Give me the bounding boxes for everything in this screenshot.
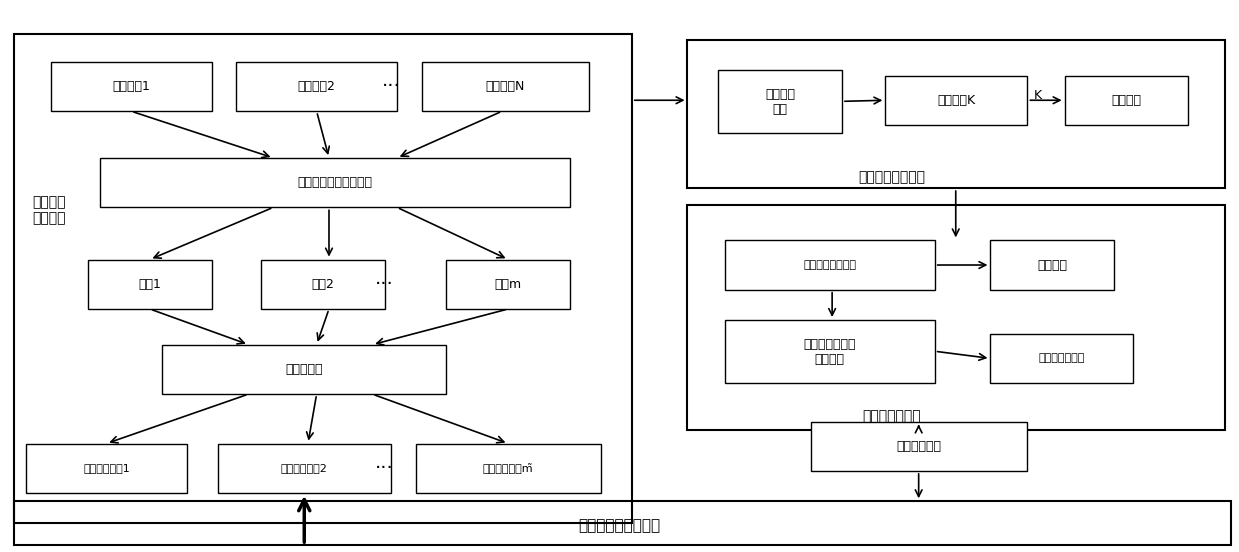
FancyBboxPatch shape [812, 422, 1027, 471]
Text: ···: ··· [375, 275, 394, 294]
Text: 随机的离群点检测: 随机的离群点检测 [857, 170, 926, 184]
Text: K: K [1033, 89, 1042, 102]
Text: 稳态评价指标确定: 稳态评价指标确定 [803, 260, 856, 270]
Text: 分类指标
确定: 分类指标 确定 [766, 88, 795, 115]
FancyBboxPatch shape [162, 344, 446, 394]
Text: 聚类划分: 聚类划分 [1111, 94, 1141, 107]
Text: 基于量化趋势的
权值确定: 基于量化趋势的 权值确定 [803, 337, 856, 365]
FancyBboxPatch shape [51, 62, 212, 112]
Text: 稳态检测变量m̃: 稳态检测变量m̃ [483, 463, 534, 474]
FancyBboxPatch shape [446, 259, 570, 309]
FancyBboxPatch shape [415, 443, 601, 493]
Text: 稳态检测变量2: 稳态检测变量2 [281, 463, 327, 473]
FancyBboxPatch shape [26, 443, 187, 493]
FancyBboxPatch shape [218, 443, 390, 493]
Text: 通过过程分析进行粗选: 通过过程分析进行粗选 [297, 176, 373, 189]
FancyBboxPatch shape [88, 259, 212, 309]
Text: ···: ··· [375, 459, 394, 477]
Text: 自适应稳态检测: 自适应稳态检测 [862, 409, 921, 423]
Text: 计算类数K: 计算类数K [938, 94, 975, 107]
Text: 变量m: 变量m [494, 278, 522, 291]
FancyBboxPatch shape [725, 240, 934, 290]
FancyBboxPatch shape [725, 320, 934, 383]
FancyBboxPatch shape [261, 259, 384, 309]
Text: 稳态检测
变量确定: 稳态检测 变量确定 [32, 195, 66, 225]
FancyBboxPatch shape [100, 158, 570, 208]
Text: 多变量稳态评价: 多变量稳态评价 [1038, 353, 1084, 363]
FancyBboxPatch shape [237, 62, 396, 112]
FancyBboxPatch shape [719, 70, 843, 133]
Text: 氧化铝生产蒸发过程: 氧化铝生产蒸发过程 [579, 518, 660, 533]
Text: 过程变量1: 过程变量1 [113, 80, 150, 93]
Text: 稳态判别: 稳态判别 [1037, 258, 1067, 272]
FancyBboxPatch shape [990, 333, 1132, 383]
FancyBboxPatch shape [421, 62, 589, 112]
Text: ···: ··· [382, 77, 400, 96]
Text: 过程运行状态: 过程运行状态 [897, 440, 942, 453]
Text: 过程变量2: 过程变量2 [297, 80, 336, 93]
FancyBboxPatch shape [990, 240, 1114, 290]
Text: 变量2: 变量2 [311, 278, 335, 291]
FancyBboxPatch shape [1064, 76, 1188, 125]
Text: 稳态检测变量1: 稳态检测变量1 [83, 463, 130, 473]
Text: 相关性分析: 相关性分析 [285, 363, 323, 376]
FancyBboxPatch shape [886, 76, 1027, 125]
Text: 过程变量N: 过程变量N [486, 80, 525, 93]
Text: 变量1: 变量1 [139, 278, 161, 291]
